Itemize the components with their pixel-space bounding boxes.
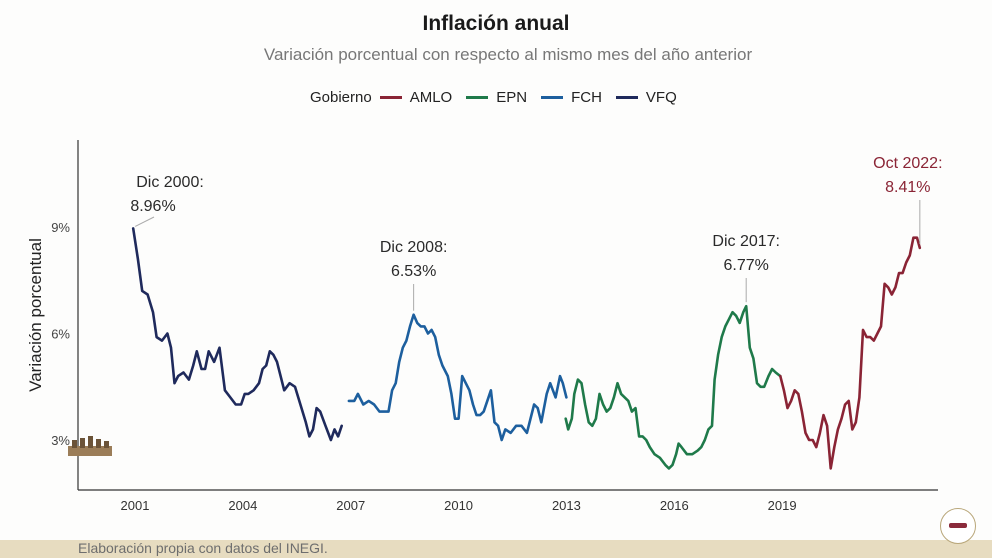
- legend-label-fch: FCH: [571, 89, 602, 106]
- legend-swatch-fch: [541, 96, 564, 99]
- annotation-label: Dic 2008:: [380, 239, 448, 256]
- series-line-amlo: [779, 236, 922, 470]
- x-ticks: 2001 2004 2007 2010 2013 2016 2019: [121, 498, 797, 513]
- x-tick-label: 2007: [336, 498, 365, 513]
- x-tick-label: 2013: [552, 498, 581, 513]
- legend-item-vfq: VFQ: [615, 89, 677, 106]
- annotation-label: Dic 2000:: [136, 174, 204, 191]
- annotation-value: 6.77%: [724, 257, 769, 274]
- annotation-value: 8.96%: [130, 198, 175, 215]
- y-tick-label: 9%: [51, 220, 70, 235]
- x-tick-label: 2004: [228, 498, 257, 513]
- annotation-label: Oct 2022:: [873, 155, 942, 172]
- x-tick-label: 2010: [444, 498, 473, 513]
- x-tick-label: 2016: [660, 498, 689, 513]
- chart-plot: 3% 6% 9% 2001 2004 2007 2010 2013 2016 2019 Dic …: [26, 140, 943, 513]
- annotations: Dic 2000: 8.96% Dic 2008: 6.53% Dic 2017: 6.7…: [130, 155, 943, 311]
- series-line-epn: [564, 304, 782, 470]
- annotation-label: Dic 2017:: [712, 233, 780, 250]
- legend-item-epn: EPN: [466, 89, 527, 106]
- annotation-leader: [134, 216, 155, 227]
- annotation-value: 8.41%: [885, 179, 930, 196]
- legend-label-epn: EPN: [496, 89, 528, 106]
- chart-subtitle: Variación porcentual con respecto al mis…: [263, 45, 753, 64]
- series-group: [131, 227, 922, 470]
- y-tick-label: 6%: [51, 327, 70, 342]
- legend-swatch-vfq: [615, 96, 638, 99]
- legend-label-amlo: AMLO: [409, 89, 453, 106]
- annotation-value: 6.53%: [391, 263, 436, 280]
- footer-bar: [0, 540, 992, 558]
- y-axis-label: Variación porcentual: [26, 238, 45, 392]
- legend-swatch-amlo: [379, 96, 402, 99]
- x-tick-label: 2019: [768, 498, 797, 513]
- podium-icon: [68, 436, 112, 456]
- series-line-vfq: [131, 227, 343, 442]
- series-line-fch: [347, 313, 568, 442]
- legend-item-fch: FCH: [541, 89, 602, 106]
- y-ticks: 3% 6% 9%: [51, 220, 70, 448]
- legend-title: Gobierno: [310, 89, 372, 106]
- legend-item-amlo: AMLO: [379, 89, 453, 106]
- y-tick-label: 3%: [51, 433, 70, 448]
- legend: Gobierno AMLO EPN FCH VFQ: [310, 89, 691, 106]
- government-seal-icon: [940, 508, 976, 544]
- legend-label-vfq: VFQ: [645, 89, 677, 106]
- legend-swatch-epn: [466, 96, 489, 99]
- chart-title: Inflación anual: [422, 12, 570, 35]
- x-tick-label: 2001: [121, 498, 150, 513]
- footer-note: Elaboración propia con datos del INEGI.: [78, 540, 328, 556]
